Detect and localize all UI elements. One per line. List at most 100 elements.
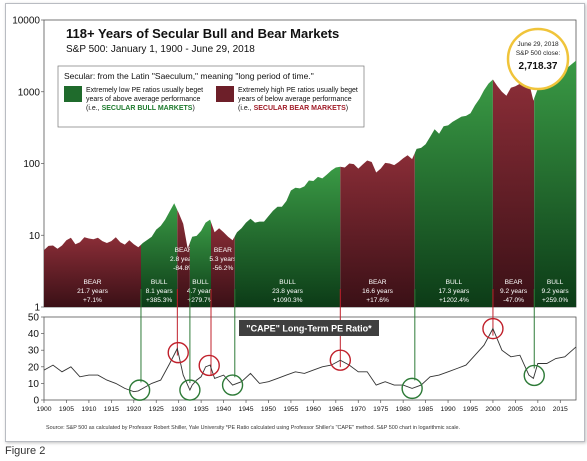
chart-title: 118+ Years of Secular Bull and Bear Mark… [66, 26, 339, 41]
cape-tick-label-30: 30 [28, 346, 40, 357]
peak-circle-3 [198, 354, 220, 377]
period-label-2: BEAR [175, 247, 193, 254]
x-tick-label-1915: 1915 [104, 406, 119, 413]
period-years-1: 8.1 years [146, 288, 174, 295]
x-tick-label-2005: 2005 [508, 406, 523, 413]
x-tick-label-1955: 1955 [283, 406, 298, 413]
period-area-bull-9 [534, 60, 576, 307]
trough-circle-6 [401, 377, 423, 400]
legend-bear-tag: SECULAR BEAR MARKETS [254, 105, 347, 112]
period-area-bull-7 [414, 79, 493, 307]
period-change-8: -47.0% [503, 297, 524, 304]
period-label-8: BEAR [505, 279, 523, 286]
cape-title-box: "CAPE" Long-Term PE Ratio* [239, 320, 379, 336]
x-tick-label-1905: 1905 [59, 406, 74, 413]
trough-circle-8 [523, 364, 545, 387]
x-tick-label-1925: 1925 [149, 406, 164, 413]
period-change-6: +17.6% [366, 297, 389, 304]
latest-close-callout: June 29, 2018 S&P 500 close: 2,718.37 [506, 27, 570, 91]
y-tick-label-10000: 10000 [12, 16, 40, 27]
cape-series-line [43, 327, 577, 393]
x-tick-label-2000: 2000 [485, 406, 500, 413]
period-change-1: +385.3% [146, 297, 172, 304]
legend-bear-prefix: (i.e., [238, 105, 254, 112]
period-label-3: BULL [192, 279, 209, 286]
period-change-5: +1090.3% [273, 297, 303, 304]
legend-bull-line2: years of above average performance [86, 96, 201, 103]
period-area-bear-2 [177, 210, 190, 307]
legend-bear-line2: years of below average performance [238, 96, 352, 103]
x-tick-label-1900: 1900 [36, 406, 51, 413]
cape-title: "CAPE" Long-Term PE Ratio* [246, 324, 372, 334]
period-label-4: BEAR [214, 247, 232, 254]
callout-label: S&P 500 close: [516, 50, 561, 57]
legend: Secular: from the Latin "Saeculum," mean… [57, 65, 365, 128]
period-change-4: -56.2% [212, 265, 233, 272]
period-years-7: 17.3 years [438, 288, 469, 295]
callout-date: June 29, 2018 [517, 41, 559, 48]
source-note: Source: S&P 500 as calculated by Profess… [46, 425, 460, 431]
x-tick-label-1995: 1995 [463, 406, 478, 413]
peak-circle-7 [482, 317, 504, 340]
period-label-1: BULL [151, 279, 168, 286]
x-tick-label-1940: 1940 [216, 406, 231, 413]
x-tick-label-1980: 1980 [396, 406, 411, 413]
x-tick-label-1935: 1935 [194, 406, 209, 413]
period-area-bull-5 [234, 166, 341, 307]
period-years-2: 2.8 years [170, 256, 198, 263]
period-years-9: 9.2 years [542, 288, 570, 295]
x-tick-label-1965: 1965 [328, 406, 343, 413]
legend-bear-swatch [216, 86, 234, 102]
cape-tick-label-0: 0 [33, 396, 39, 407]
secular-markets-chart: BEAR 21.7 years +7.1% BULL 8.1 years +385.3% B… [12, 16, 577, 431]
peak-circle-5 [329, 349, 352, 371]
legend-bear-line1: Extremely high PE ratios usually beget [238, 87, 358, 94]
figure-caption: Figure 2 [5, 445, 46, 457]
legend-bull-suffix: ) [192, 105, 194, 112]
y-tick-label-1000: 1000 [18, 87, 41, 98]
period-years-6: 16.6 years [362, 288, 393, 295]
x-tick-label-1970: 1970 [351, 406, 366, 413]
x-tick-label-2015: 2015 [553, 406, 568, 413]
trough-circle-4 [221, 374, 244, 396]
x-tick-label-1930: 1930 [171, 406, 186, 413]
period-years-8: 9.2 years [500, 288, 528, 295]
period-change-2: -84.8% [173, 265, 194, 272]
x-tick-label-1960: 1960 [306, 406, 321, 413]
x-tick-label-1990: 1990 [440, 406, 455, 413]
y-tick-label-1: 1 [34, 303, 40, 314]
cape-tick-label-10: 10 [28, 379, 40, 390]
trough-circle-0 [128, 379, 151, 401]
x-tick-label-1985: 1985 [418, 406, 433, 413]
svg-text:(i.e., SECULAR BULL MARKETS): (i.e., SECULAR BULL MARKETS) [86, 105, 195, 112]
cape-tick-label-20: 20 [28, 362, 40, 373]
period-label-0: BEAR [84, 279, 102, 286]
x-tick-label-1920: 1920 [126, 406, 141, 413]
x-tick-label-1945: 1945 [238, 406, 253, 413]
period-years-4: 5.3 years [209, 256, 237, 263]
peak-circle-1 [167, 341, 189, 364]
period-change-7: +1202.4% [439, 297, 469, 304]
x-tick-label-1910: 1910 [81, 406, 96, 413]
legend-bull-prefix: (i.e., [86, 105, 102, 112]
period-label-5: BULL [279, 279, 296, 286]
x-tick-label-2010: 2010 [530, 406, 545, 413]
x-tick-label-1950: 1950 [261, 406, 276, 413]
legend-bull-tag: SECULAR BULL MARKETS [102, 105, 193, 112]
legend-bull-line1: Extremely low PE ratios usually beget [86, 87, 203, 94]
period-area-bear-6 [340, 153, 415, 307]
x-tick-label-1975: 1975 [373, 406, 388, 413]
legend-bull-swatch [64, 86, 82, 102]
figure-frame: BEAR 21.7 years +7.1% BULL 8.1 years +385.3% B… [5, 3, 585, 442]
period-area-bear-0 [44, 237, 141, 307]
period-area-bear-8 [492, 79, 535, 307]
y-tick-label-100: 100 [23, 159, 40, 170]
cape-tick-label-40: 40 [28, 329, 40, 340]
trough-circle-2 [179, 379, 201, 401]
period-area-bull-1 [141, 203, 178, 307]
period-area-bear-4 [211, 222, 235, 307]
chart-subtitle: S&P 500: January 1, 1900 - June 29, 2018 [66, 44, 255, 55]
legend-heading: Secular: from the Latin "Saeculum," mean… [64, 71, 314, 81]
svg-text:(i.e., SECULAR BEAR MARKETS): (i.e., SECULAR BEAR MARKETS) [238, 105, 348, 112]
period-change-9: +259.0% [542, 297, 568, 304]
